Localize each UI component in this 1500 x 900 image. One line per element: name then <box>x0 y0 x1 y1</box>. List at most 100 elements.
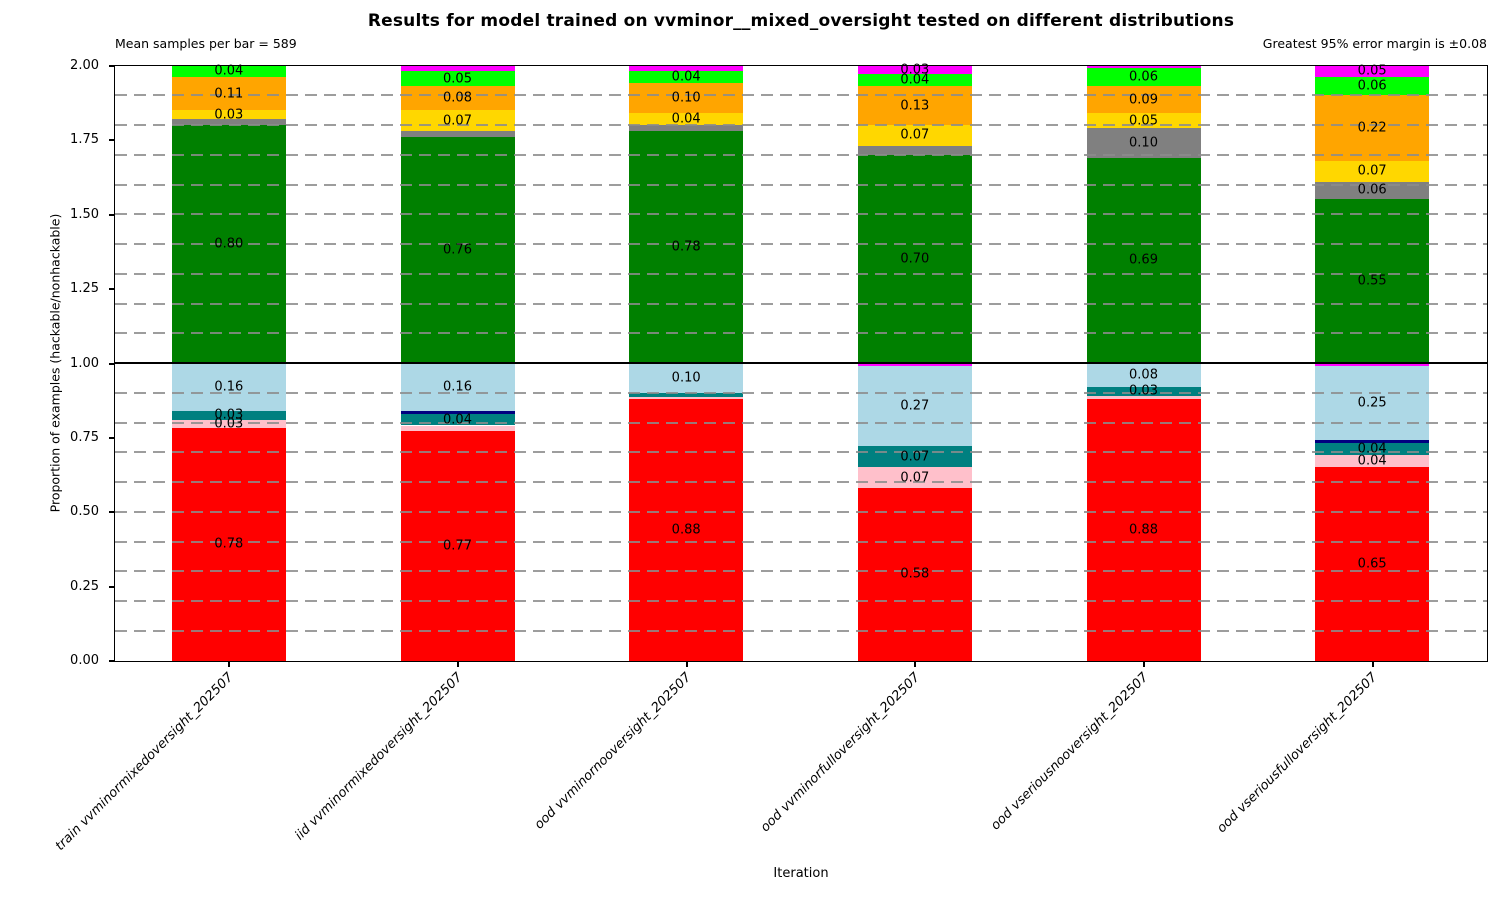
segment-value-label: 0.10 <box>671 370 701 386</box>
segment-value-label: 0.22 <box>1357 120 1387 136</box>
segment-value-label: 0.78 <box>671 239 701 255</box>
segment-value-label: 0.04 <box>671 69 701 85</box>
segment-value-label: 0.08 <box>1129 367 1158 383</box>
segment-value-label: 0.78 <box>214 536 244 552</box>
bar-segment-orange <box>1315 95 1430 161</box>
segment-value-label: 0.09 <box>1129 92 1158 108</box>
annotation-mean-samples: Mean samples per bar = 589 <box>115 36 297 51</box>
gridline <box>114 600 1487 602</box>
y-tick-label: 0.25 <box>70 578 99 594</box>
bar-segment-gray <box>1315 181 1430 200</box>
bar-segment-magenta <box>1315 65 1430 78</box>
gridline <box>114 302 1487 305</box>
segment-value-label: 0.07 <box>1357 163 1387 179</box>
bar-segment-green <box>1086 157 1201 363</box>
bar-segment-lightblue <box>629 363 744 393</box>
gridline <box>114 540 1487 543</box>
bar-segment-green <box>400 136 515 363</box>
segment-value-label: 0.70 <box>900 251 930 267</box>
bar-segment-orange <box>857 86 972 125</box>
gridline <box>114 481 1487 483</box>
bar-segment-lime <box>400 71 515 87</box>
bar-segment-gold <box>857 125 972 146</box>
bar-segment-lime <box>857 74 972 87</box>
gridline <box>114 213 1487 216</box>
bar-segment-teal <box>400 413 515 426</box>
segment-value-label: 0.58 <box>900 566 930 582</box>
segment-value-label: 0.04 <box>214 63 244 79</box>
segment-value-label: 0.06 <box>1357 182 1387 198</box>
y-tick-label: 1.00 <box>70 355 99 371</box>
segment-value-label: 0.25 <box>1357 395 1387 411</box>
gridline <box>114 629 1487 632</box>
y-tick <box>109 213 115 216</box>
bar-segment-teal <box>1086 386 1201 396</box>
segment-value-label: 0.03 <box>214 416 244 432</box>
bar-segment-magenta <box>400 65 515 72</box>
x-tick <box>228 661 231 667</box>
bar-segment-red <box>1086 398 1201 661</box>
bar-segment-magenta <box>857 363 972 366</box>
segment-value-label: 0.06 <box>1357 78 1387 94</box>
annotation-error-margin: Greatest 95% error margin is ±0.08 <box>1262 36 1487 51</box>
plot-area: 0.78 0.03 0.03 0.16 0.80 0.03 0.11 0.04 0.77 0.04… <box>113 62 1488 662</box>
gridline <box>114 510 1487 513</box>
bar-segment-lightblue <box>857 366 972 447</box>
bar-segment-red <box>400 431 515 661</box>
bar-segment-lightblue <box>1315 365 1430 441</box>
bar-segment-green <box>857 154 972 363</box>
y-tick-label: 2.00 <box>70 58 99 73</box>
bar-segment-pink <box>400 425 515 432</box>
bar-segment-gold <box>1315 160 1430 182</box>
gridline <box>114 391 1487 394</box>
y-tick-label: 0.75 <box>70 429 99 445</box>
y-tick <box>109 511 115 514</box>
bar-segment-orange <box>171 77 286 111</box>
segment-value-label: 0.06 <box>1129 69 1158 85</box>
gridline <box>114 124 1487 126</box>
segment-value-label: 0.65 <box>1357 556 1387 572</box>
y-tick-label: 1.25 <box>70 281 99 297</box>
y-tick <box>109 660 115 662</box>
segment-value-label: 0.03 <box>214 107 244 123</box>
x-tick <box>457 661 459 667</box>
bar-segment-magenta <box>1315 363 1430 366</box>
segment-value-label: 0.03 <box>900 62 930 78</box>
gridline <box>114 153 1487 156</box>
gridline <box>114 451 1487 454</box>
y-tick <box>109 288 115 291</box>
bar-segment-red <box>171 428 286 661</box>
gridline <box>114 94 1487 97</box>
segment-value-label: 0.10 <box>671 90 701 106</box>
x-tick-label: iid vvminormixedoversight_202507 <box>292 670 466 844</box>
bar-segment-lightblue <box>400 363 515 411</box>
segment-value-label: 0.11 <box>214 86 244 102</box>
gridline <box>114 243 1487 245</box>
bar-segment-gray <box>857 145 972 155</box>
bar-segment-lime <box>1086 68 1201 87</box>
x-axis-label: Iteration <box>773 866 829 881</box>
segment-value-label: 0.04 <box>443 412 472 428</box>
y-tick-label: 1.50 <box>70 206 99 222</box>
bar-segment-green <box>1315 199 1430 363</box>
y-tick-label: 0.00 <box>70 653 99 668</box>
bar-segment-pink <box>171 419 286 429</box>
bar-segment-lime <box>1315 77 1430 96</box>
bar-segment-green <box>629 130 744 363</box>
bar-segment-pink <box>629 397 744 399</box>
gridline <box>114 421 1487 424</box>
bar-segment-lightblue <box>1086 363 1201 387</box>
segment-value-label: 0.88 <box>671 522 701 538</box>
gridline <box>114 272 1487 275</box>
segment-value-label: 0.04 <box>1357 441 1387 457</box>
y-tick <box>109 436 115 439</box>
x-tick-label: ood vseriousfulloversight_202507 <box>1214 670 1381 837</box>
x-tick <box>1371 661 1374 667</box>
bar-segment-orange <box>1086 86 1201 114</box>
bar-segment-magenta <box>857 65 972 75</box>
segment-value-label: 0.04 <box>900 72 930 88</box>
x-tick <box>685 661 688 667</box>
y-tick-label: 1.75 <box>70 132 99 148</box>
segment-value-label: 0.10 <box>1129 135 1158 151</box>
bar-segment-teal <box>629 392 744 398</box>
